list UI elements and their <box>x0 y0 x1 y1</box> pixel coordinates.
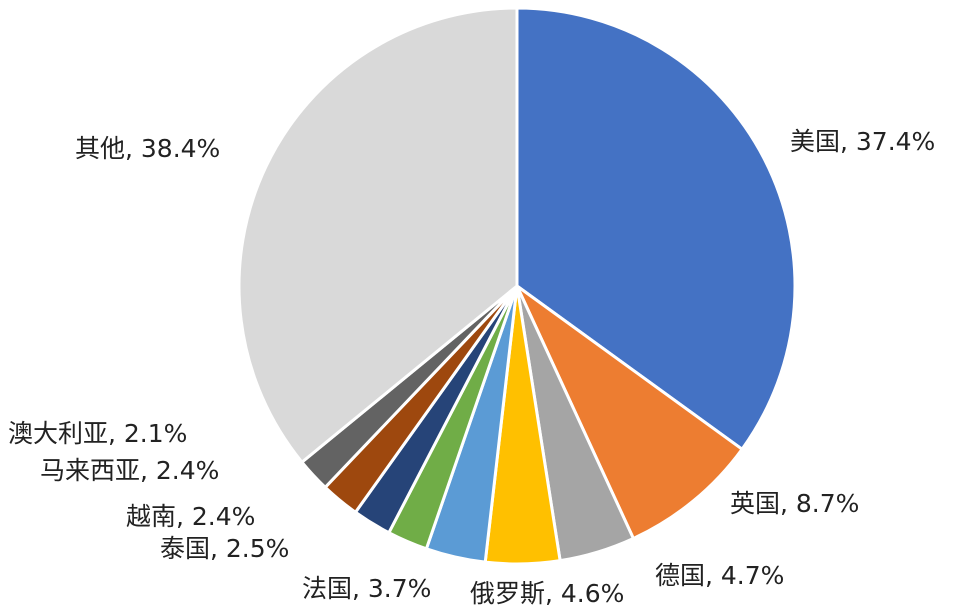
data-label: 越南, 2.4% <box>126 502 255 531</box>
data-label: 俄罗斯, 4.6% <box>470 579 624 608</box>
pie-slice <box>515 6 797 452</box>
data-label: 美国, 37.4% <box>790 127 935 156</box>
pie-slice <box>513 281 745 541</box>
data-label: 其他, 38.4% <box>75 134 220 163</box>
pie-slice <box>237 6 519 465</box>
data-label: 泰国, 2.5% <box>160 534 289 563</box>
data-label: 马来西亚, 2.4% <box>40 456 219 485</box>
data-label: 英国, 8.7% <box>730 489 859 518</box>
data-label: 澳大利亚, 2.1% <box>8 419 187 448</box>
data-label: 法国, 3.7% <box>302 574 431 603</box>
data-label: 德国, 4.7% <box>655 561 784 590</box>
